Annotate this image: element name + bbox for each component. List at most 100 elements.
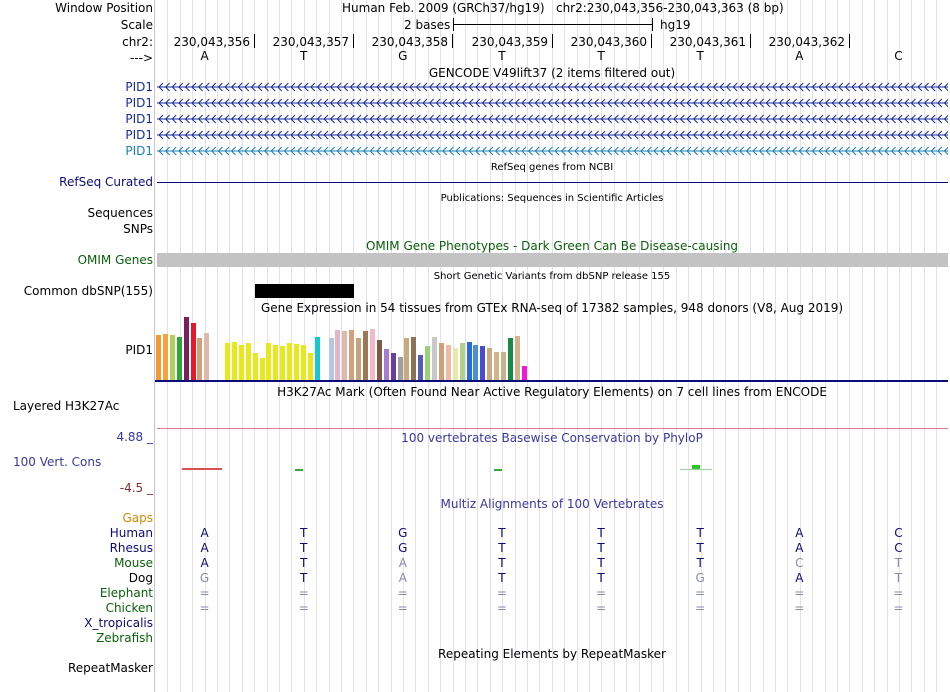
- gtex-tissue-bar[interactable]: [156, 335, 161, 380]
- gene-model-pid1-4[interactable]: [157, 130, 948, 140]
- gtex-tissue-bar[interactable]: [190, 323, 196, 380]
- strand-chevron: [442, 82, 448, 92]
- grid-line: [911, 0, 912, 692]
- gtex-tissue-bar[interactable]: [432, 337, 437, 380]
- gene-model-pid1-3[interactable]: [157, 114, 948, 124]
- dbsnp-variant-block[interactable]: [255, 284, 354, 298]
- gtex-tissue-bar[interactable]: [294, 344, 299, 380]
- gtex-tissue-bar[interactable]: [204, 333, 210, 380]
- refseq-gene-line[interactable]: [157, 182, 948, 183]
- strand-chevron: [725, 82, 731, 92]
- aligned-base: =: [695, 601, 706, 615]
- gtex-tissue-bar[interactable]: [314, 337, 320, 380]
- gtex-tissue-bar[interactable]: [507, 338, 513, 380]
- strand-chevron: [857, 130, 863, 140]
- strand-chevron: [541, 98, 547, 108]
- species-label[interactable]: Dog: [128, 571, 153, 585]
- gtex-tissue-bar[interactable]: [176, 337, 182, 380]
- label-pid1-4[interactable]: PID1: [125, 128, 153, 142]
- gtex-tissue-bar[interactable]: [169, 335, 175, 380]
- label-common-dbsnp[interactable]: Common dbSNP(155): [23, 284, 153, 298]
- species-label[interactable]: Chicken: [105, 601, 153, 615]
- h3k27ac-signal-baseline[interactable]: [157, 428, 948, 429]
- label-pid1-3[interactable]: PID1: [125, 112, 153, 126]
- gtex-tissue-bar[interactable]: [445, 345, 451, 380]
- species-label[interactable]: X_tropicalis: [84, 616, 153, 630]
- gtex-tissue-bar[interactable]: [418, 355, 424, 380]
- gtex-tissue-bar[interactable]: [487, 348, 493, 380]
- strand-chevron: [712, 98, 718, 108]
- gtex-tissue-bar[interactable]: [376, 340, 382, 380]
- strand-chevron: [488, 98, 494, 108]
- gtex-tissue-bar[interactable]: [521, 366, 527, 380]
- gtex-tissue-bar[interactable]: [452, 348, 458, 380]
- label-gaps[interactable]: Gaps: [122, 511, 153, 525]
- aligned-base: =: [397, 586, 408, 600]
- gene-model-pid1-2[interactable]: [157, 98, 948, 108]
- label-100-vert-cons[interactable]: 100 Vert. Cons: [13, 455, 102, 469]
- strand-chevron: [593, 146, 599, 156]
- label-layered-h3k27ac[interactable]: Layered H3K27Ac: [13, 399, 120, 413]
- label-omim-genes[interactable]: OMIM Genes: [77, 253, 153, 267]
- strand-chevron: [904, 98, 910, 108]
- gtex-tissue-bar[interactable]: [328, 338, 334, 380]
- gtex-tissue-bar[interactable]: [245, 343, 251, 380]
- omim-gene-bar[interactable]: [157, 253, 948, 267]
- gtex-tissue-bar[interactable]: [280, 346, 286, 380]
- gtex-tissue-bar[interactable]: [238, 345, 244, 380]
- gtex-tissue-bar[interactable]: [425, 346, 431, 380]
- gtex-tissue-bar[interactable]: [383, 349, 389, 380]
- gtex-tissue-bar[interactable]: [231, 342, 237, 380]
- gtex-tissue-bar[interactable]: [356, 338, 362, 380]
- label-snps[interactable]: SNPs: [123, 222, 153, 236]
- gtex-tissue-bar[interactable]: [183, 317, 189, 380]
- species-label[interactable]: Human: [109, 526, 153, 540]
- gtex-tissue-bar[interactable]: [252, 353, 258, 380]
- gtex-tissue-bar[interactable]: [342, 331, 348, 380]
- gtex-tissue-bar[interactable]: [473, 345, 479, 380]
- label-gtex-gene[interactable]: PID1: [125, 343, 153, 357]
- gtex-tissue-bar[interactable]: [273, 345, 279, 380]
- gtex-tissue-bar[interactable]: [259, 358, 265, 380]
- species-label[interactable]: Elephant: [99, 586, 153, 600]
- gtex-tissue-bar[interactable]: [162, 334, 168, 380]
- grid-line: [614, 0, 615, 692]
- gtex-tissue-bar[interactable]: [438, 343, 444, 380]
- species-label[interactable]: Zebrafish: [96, 631, 153, 645]
- label-refseq-curated[interactable]: RefSeq Curated: [59, 175, 153, 189]
- gtex-tissue-bar[interactable]: [390, 353, 396, 380]
- gtex-tissue-bar[interactable]: [501, 352, 506, 380]
- gtex-tissue-bar[interactable]: [397, 357, 403, 380]
- gtex-tissue-bar[interactable]: [459, 343, 465, 380]
- strand-chevron: [376, 114, 382, 124]
- gtex-tissue-bar[interactable]: [411, 337, 417, 380]
- aligned-base: T: [300, 556, 308, 570]
- gtex-tissue-bar[interactable]: [349, 330, 355, 380]
- label-repeatmasker[interactable]: RepeatMasker: [67, 661, 153, 675]
- gene-model-pid1-5[interactable]: [157, 146, 948, 156]
- gtex-tissue-bar[interactable]: [335, 330, 341, 380]
- gtex-tissue-bar[interactable]: [369, 329, 375, 380]
- gtex-tissue-bar[interactable]: [197, 338, 203, 380]
- gtex-tissue-bar[interactable]: [363, 331, 368, 380]
- gtex-tissue-bar[interactable]: [225, 343, 230, 380]
- gtex-expression-chart[interactable]: [155, 315, 948, 380]
- strand-chevron: [494, 130, 500, 140]
- label-pid1-1[interactable]: PID1: [125, 80, 153, 94]
- label-pid1-5[interactable]: PID1: [125, 144, 153, 158]
- gtex-tissue-bar[interactable]: [480, 346, 486, 380]
- label-sequences[interactable]: Sequences: [87, 206, 153, 220]
- gtex-tissue-bar[interactable]: [494, 352, 500, 380]
- gene-model-pid1-1[interactable]: [157, 82, 948, 92]
- label-pid1-2[interactable]: PID1: [125, 96, 153, 110]
- gtex-tissue-bar[interactable]: [514, 336, 520, 380]
- gtex-tissue-bar[interactable]: [300, 345, 306, 380]
- gtex-tissue-bar[interactable]: [404, 338, 410, 380]
- gtex-tissue-bar[interactable]: [266, 343, 272, 380]
- species-label[interactable]: Rhesus: [109, 541, 153, 555]
- gtex-tissue-bar[interactable]: [287, 343, 293, 380]
- strand-chevron: [303, 82, 309, 92]
- gtex-tissue-bar[interactable]: [466, 342, 472, 380]
- species-label[interactable]: Mouse: [114, 556, 153, 570]
- gtex-tissue-bar[interactable]: [307, 353, 313, 380]
